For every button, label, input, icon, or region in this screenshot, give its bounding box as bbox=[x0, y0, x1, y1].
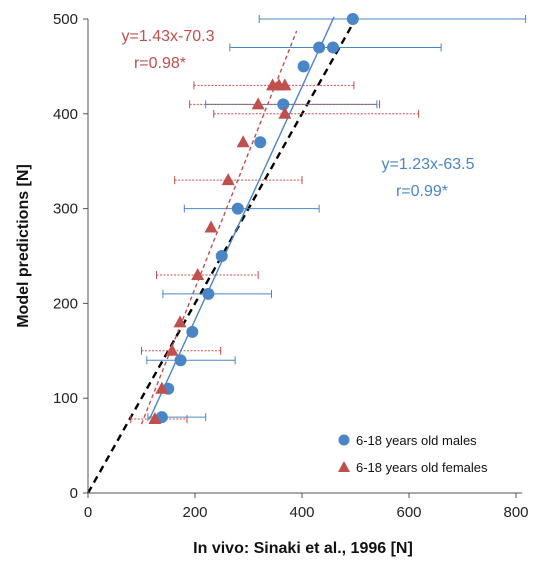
male-point bbox=[313, 41, 326, 54]
female-fit-equation: y=1.43x-70.3 bbox=[122, 28, 215, 45]
identity-line bbox=[86, 18, 357, 494]
x-tick-label: 600 bbox=[396, 504, 421, 521]
male-fit-equation: y=1.23x-63.5 bbox=[382, 156, 475, 173]
male-point bbox=[215, 250, 228, 262]
male-point bbox=[174, 354, 187, 367]
male-point bbox=[327, 41, 340, 54]
x-tick-label: 200 bbox=[182, 504, 207, 521]
female-point bbox=[221, 173, 235, 186]
male-point bbox=[186, 325, 199, 338]
y-tick-label: 0 bbox=[70, 485, 78, 502]
female-point bbox=[191, 267, 205, 280]
plot-area bbox=[86, 13, 527, 494]
y-tick-label: 400 bbox=[53, 106, 78, 123]
female-point bbox=[165, 343, 179, 356]
y-tick-label: 100 bbox=[53, 390, 78, 407]
female-point bbox=[278, 78, 292, 91]
y-tick-label: 500 bbox=[53, 11, 78, 28]
female-fit-r: r=0.98* bbox=[134, 55, 186, 72]
female-point bbox=[204, 220, 218, 233]
male-point bbox=[297, 60, 310, 73]
y-tick-label: 300 bbox=[53, 201, 78, 218]
female-point bbox=[278, 106, 292, 119]
legend: 6-18 years old males 6-18 years old fema… bbox=[338, 433, 488, 475]
female-point bbox=[155, 381, 169, 394]
x-tick-label: 800 bbox=[503, 504, 528, 521]
male-point bbox=[254, 136, 267, 149]
x-tick-label: 400 bbox=[289, 504, 314, 521]
male-point bbox=[277, 98, 290, 111]
x-axis-title: In vivo: Sinaki et al., 1996 [N] bbox=[193, 540, 413, 557]
male-point bbox=[346, 13, 359, 25]
female-point bbox=[173, 315, 187, 328]
female-point bbox=[251, 97, 265, 110]
legend-male-label: 6-18 years old males bbox=[356, 433, 477, 448]
female-point bbox=[148, 412, 162, 425]
x-tick-label: 0 bbox=[84, 504, 92, 521]
female-fit-line bbox=[140, 30, 298, 425]
legend-female-label: 6-18 years old females bbox=[356, 460, 488, 475]
male-point bbox=[202, 287, 215, 300]
axes: 0 200 400 600 800 0 100 200 300 400 500 bbox=[53, 11, 529, 521]
male-point bbox=[231, 202, 244, 215]
y-tick-label: 200 bbox=[53, 295, 78, 312]
legend-male-marker bbox=[338, 434, 350, 446]
female-point bbox=[236, 135, 250, 148]
y-axis-title: Model predictions [N] bbox=[15, 164, 32, 328]
legend-female-marker bbox=[338, 461, 350, 472]
male-fit-line bbox=[148, 16, 335, 420]
male-fit-r: r=0.99* bbox=[396, 183, 448, 200]
